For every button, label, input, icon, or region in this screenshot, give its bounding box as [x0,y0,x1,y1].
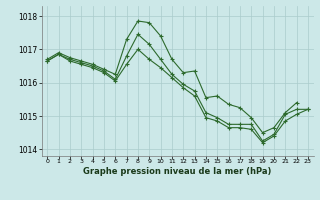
X-axis label: Graphe pression niveau de la mer (hPa): Graphe pression niveau de la mer (hPa) [84,167,272,176]
